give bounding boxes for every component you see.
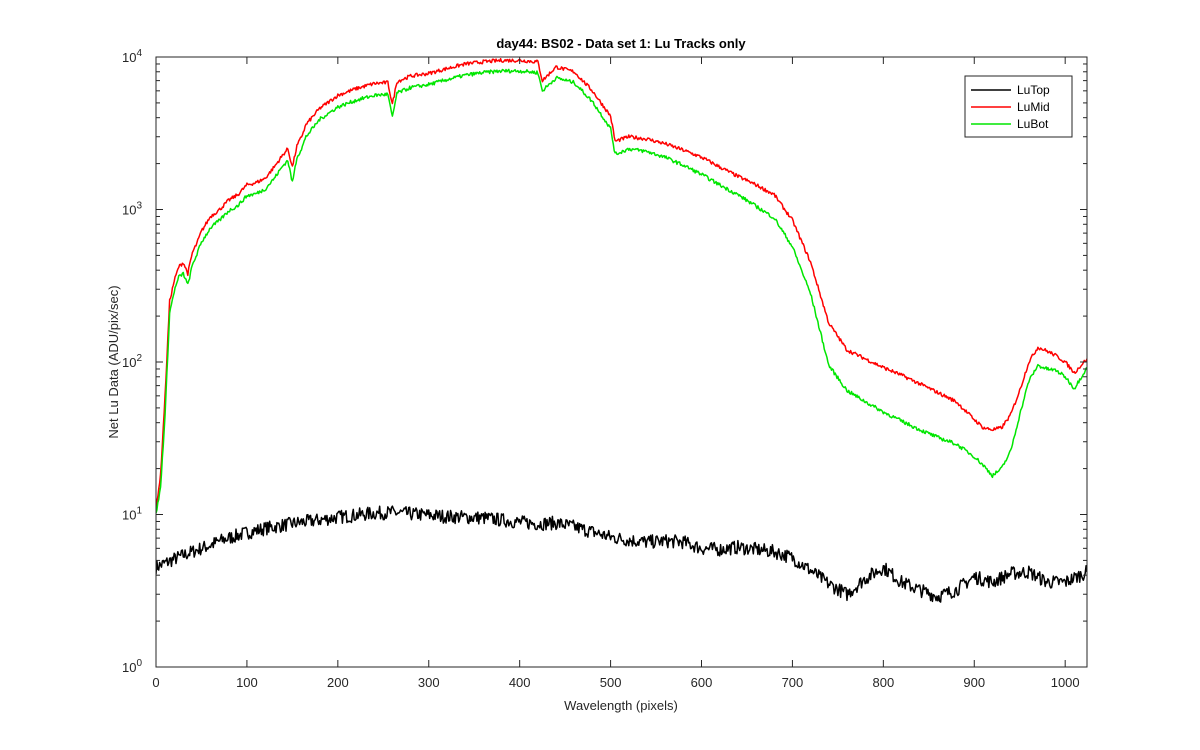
legend: LuTop LuMid LuBot [964,75,1073,138]
legend-label: LuBot [1017,117,1049,131]
chart-title: day44: BS02 - Data set 1: Lu Tracks only [496,36,746,51]
series-line-lubot [156,68,1087,514]
series-line-lumid [156,57,1087,508]
x-tick-label: 200 [327,675,349,690]
y-tick-exp: 0 [136,658,142,669]
x-tick-label: 100 [236,675,258,690]
y-axis-label: Net Lu Data (ADU/pix/sec) [106,285,121,438]
y-tick-label: 102 [122,353,142,370]
legend-label: LuMid [1017,100,1050,114]
series-layer [156,57,1087,603]
x-tick-label: 300 [418,675,440,690]
y-tick-base: 10 [122,660,136,675]
y-tick-exp: 3 [136,201,142,212]
x-tick-label: 0 [152,675,159,690]
y-tick-base: 10 [122,355,136,370]
x-axis: 0 100 200 300 400 500 600 700 800 900 1000 [152,57,1080,690]
y-tick-base: 10 [122,50,136,65]
y-tick-exp: 4 [136,48,142,59]
plot-area [156,57,1087,667]
y-tick-label: 100 [122,658,142,675]
y-tick-label: 103 [122,201,142,218]
y-tick-base: 10 [122,508,136,523]
y-tick-label: 101 [122,506,142,523]
x-tick-label: 1000 [1051,675,1080,690]
x-tick-label: 500 [600,675,622,690]
x-tick-label: 600 [691,675,713,690]
legend-label: LuTop [1017,83,1050,97]
y-tick-label: 104 [122,48,142,65]
x-tick-label: 800 [872,675,894,690]
y-tick-exp: 2 [136,353,142,364]
series-line-lutop [156,505,1087,603]
y-tick-base: 10 [122,203,136,218]
y-tick-exp: 1 [136,506,142,517]
x-tick-label: 400 [509,675,531,690]
x-tick-label: 700 [782,675,804,690]
x-tick-label: 900 [963,675,985,690]
x-axis-label: Wavelength (pixels) [564,698,678,713]
